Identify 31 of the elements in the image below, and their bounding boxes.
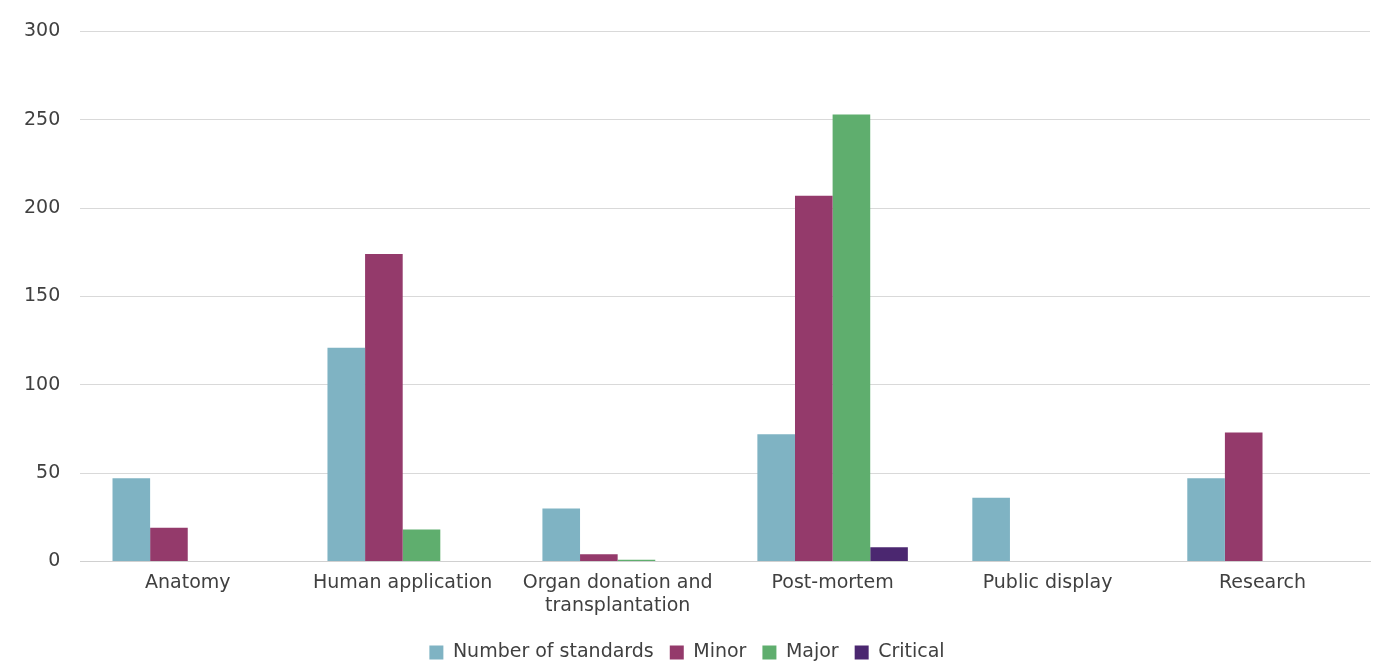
y-tick-label: 250 — [24, 106, 61, 129]
y-tick-label: 50 — [36, 460, 61, 482]
bar — [832, 114, 871, 561]
bar — [1187, 478, 1225, 561]
y-tick-label: 0 — [48, 548, 61, 571]
x-tick-label: Public display — [982, 569, 1113, 592]
bar — [972, 497, 1010, 561]
bar — [757, 434, 795, 561]
legend-label: Critical — [878, 639, 945, 662]
bar — [327, 347, 366, 561]
x-tick-label: Anatomy — [144, 569, 231, 592]
y-tick-label: 100 — [24, 371, 61, 394]
y-tick-label: 150 — [24, 283, 61, 306]
x-tick-label: Research — [1218, 569, 1307, 592]
legend-label: Number of standards — [452, 639, 654, 662]
x-tick-label: Organ donation and transplantation — [522, 569, 713, 615]
x-tick-label: Post-mortem — [771, 569, 894, 592]
y-tick-label: 300 — [24, 18, 61, 41]
bar — [112, 478, 151, 561]
y-tick-label: 200 — [24, 195, 61, 217]
legend-label: Minor — [693, 639, 747, 662]
bar — [365, 254, 403, 561]
bar — [542, 508, 581, 561]
bar — [402, 529, 441, 561]
bar — [794, 195, 833, 561]
x-tick-label: Human application — [313, 569, 493, 592]
legend-label: Major — [785, 639, 839, 662]
bar — [150, 527, 188, 561]
bar — [580, 554, 618, 561]
bar — [1224, 432, 1263, 561]
bar — [870, 547, 908, 561]
